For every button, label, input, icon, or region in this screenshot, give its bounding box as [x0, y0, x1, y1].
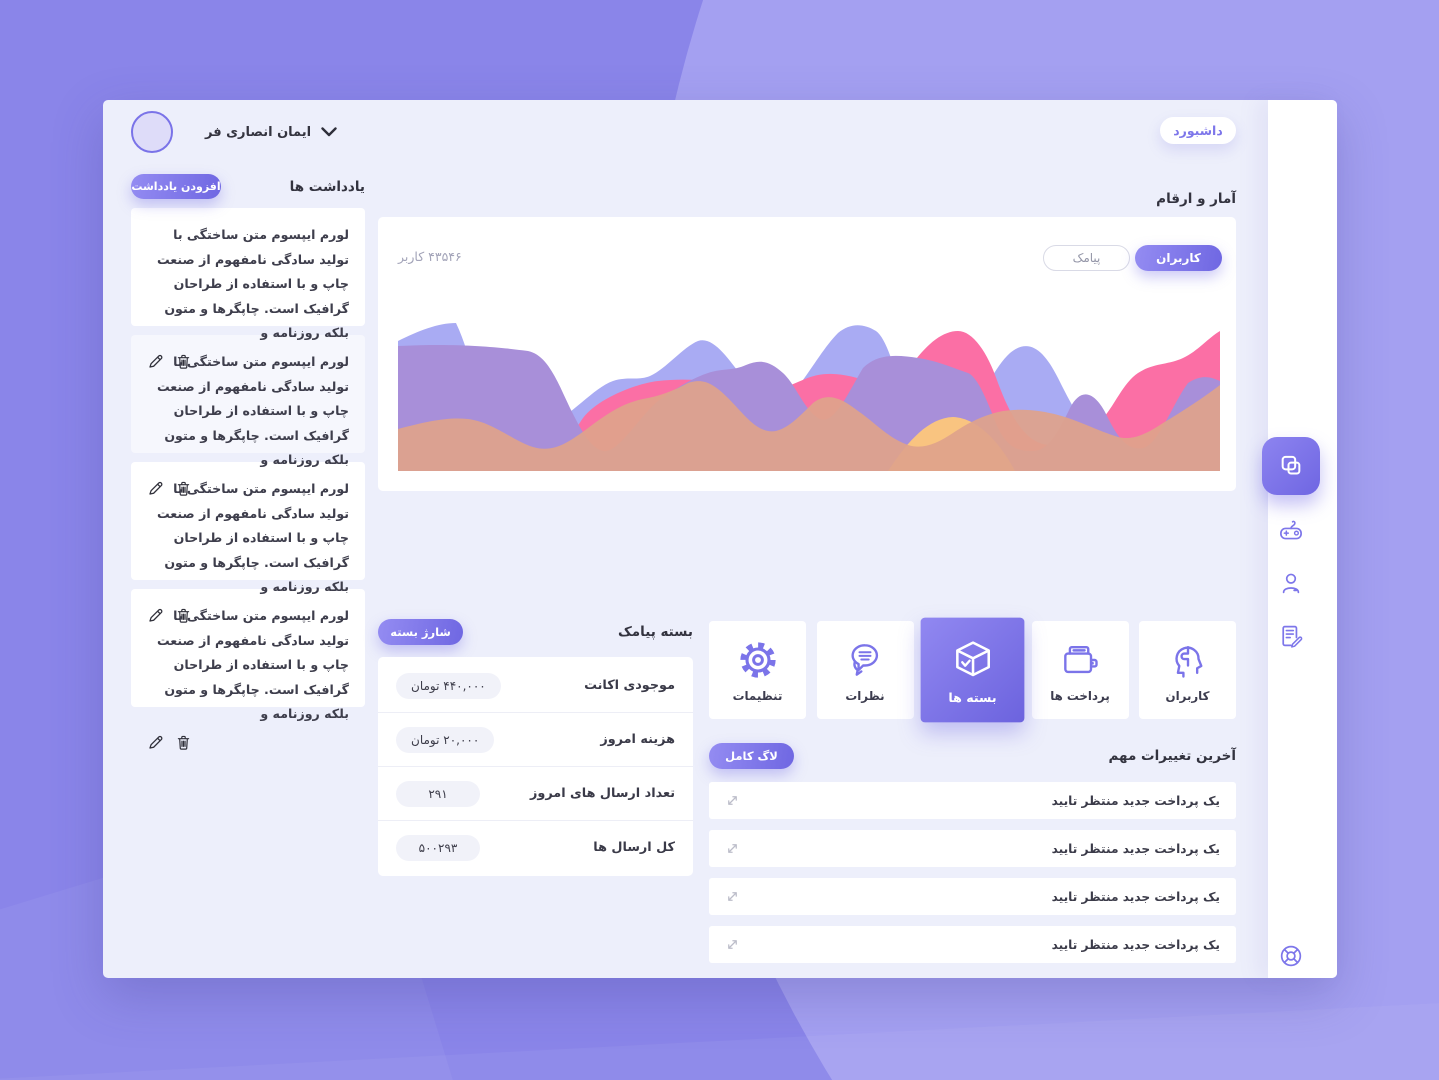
nav-reports[interactable] — [1276, 621, 1306, 651]
tab-users[interactable]: کاربران — [1135, 245, 1222, 271]
delete-note-icon[interactable] — [175, 480, 192, 497]
notes-column: افزودن یادداشت یادداشت ها لورم ایپسوم مت… — [131, 174, 365, 750]
gear-icon — [739, 641, 776, 678]
edit-note-icon[interactable] — [147, 607, 164, 624]
log-text: یک پرداخت جدید منتظر تایید — [1051, 793, 1220, 808]
package-stats-card: موجودی اکانت ۴۴۰,۰۰۰ تومان هزینه امروز ۲… — [378, 657, 693, 876]
delete-note-icon[interactable] — [175, 353, 192, 370]
log-title: آخرین تغییرات مهم — [1108, 748, 1236, 764]
stats-title: آمار و ارقام — [1156, 191, 1236, 207]
avatar[interactable] — [131, 111, 173, 153]
nav-games[interactable] — [1276, 515, 1306, 545]
user-menu[interactable]: ایمان انصاری فر — [131, 111, 337, 153]
chart-card: ۴۳۵۴۶ کاربر پیامک کاربران — [378, 217, 1236, 491]
expand-icon[interactable] — [725, 937, 740, 952]
stat-row: موجودی اکانت ۴۴۰,۰۰۰ تومان — [378, 659, 693, 713]
expand-icon[interactable] — [725, 841, 740, 856]
full-log-button[interactable]: لاگ کامل — [709, 743, 794, 769]
edit-note-icon[interactable] — [147, 480, 164, 497]
nav-dashboard-active[interactable] — [1262, 437, 1320, 495]
notes-title: یادداشت ها — [289, 178, 365, 195]
stat-value: ۵۰۰۲۹۳ — [396, 834, 480, 861]
log-row[interactable]: یک پرداخت جدید منتظر تایید — [709, 926, 1236, 963]
quick-card-packages[interactable]: بسته ها — [920, 617, 1025, 723]
quick-card-comments[interactable]: نظرات — [816, 621, 914, 719]
dashboard-button[interactable]: داشبورد — [1160, 117, 1236, 144]
chart-tabs: پیامک کاربران — [1043, 245, 1222, 271]
stat-label: هزینه امروز — [600, 732, 675, 747]
quick-card-payments[interactable]: پرداخت ها — [1031, 621, 1129, 719]
charge-package-button[interactable]: شارژ بسته — [378, 619, 463, 645]
log-text: یک پرداخت جدید منتظر تایید — [1051, 889, 1220, 904]
expand-icon[interactable] — [725, 793, 740, 808]
comments-icon — [851, 643, 879, 676]
overlapping-squares-icon — [1281, 455, 1301, 475]
life-ring-icon — [1280, 945, 1302, 967]
note-text: لورم ایپسوم متن ساختگی با تولید سادگی نا… — [156, 608, 349, 722]
stat-value: ۲۹۱ — [396, 780, 480, 807]
note-card: لورم ایپسوم متن ساختگی با تولید سادگی نا… — [131, 208, 365, 369]
brand-logo-icon[interactable] — [1276, 941, 1306, 971]
log-row[interactable]: یک پرداخت جدید منتظر تایید — [709, 878, 1236, 915]
user-name: ایمان انصاری فر — [205, 124, 312, 140]
stat-label: موجودی اکانت — [584, 678, 675, 693]
quick-cards: کاربران پرداخت ها — [709, 617, 1236, 723]
users-count-label: ۴۳۵۴۶ کاربر — [398, 249, 462, 264]
users-head-icon — [1174, 645, 1202, 678]
wallet-icon — [1064, 645, 1098, 673]
quick-card-settings[interactable]: تنظیمات — [709, 621, 806, 719]
log-text: یک پرداخت جدید منتظر تایید — [1051, 841, 1220, 856]
document-edit-icon — [1282, 625, 1303, 648]
edit-note-icon[interactable] — [147, 734, 164, 751]
note-text: لورم ایپسوم متن ساختگی با تولید سادگی نا… — [156, 354, 349, 468]
note-card: لورم ایپسوم متن ساختگی با تولید سادگی نا… — [131, 462, 365, 623]
stat-row: هزینه امروز ۲۰,۰۰۰ تومان — [378, 713, 693, 767]
note-card: لورم ایپسوم متن ساختگی با تولید سادگی نا… — [131, 589, 365, 750]
note-card: لورم ایپسوم متن ساختگی با تولید سادگی نا… — [131, 335, 365, 496]
person-icon — [1282, 573, 1300, 594]
stat-label: تعداد ارسال های امروز — [530, 786, 675, 801]
stat-value: ۴۴۰,۰۰۰ تومان — [396, 672, 501, 699]
nav-users[interactable] — [1276, 568, 1306, 598]
log-list: یک پرداخت جدید منتظر تایید یک پرداخت جدی… — [709, 782, 1236, 974]
stat-row: تعداد ارسال های امروز ۲۹۱ — [378, 767, 693, 821]
quick-card-users[interactable]: کاربران — [1139, 621, 1236, 719]
edit-note-icon[interactable] — [147, 353, 164, 370]
log-text: یک پرداخت جدید منتظر تایید — [1051, 937, 1220, 952]
package-title: بسته پیامک — [617, 624, 693, 640]
add-note-button[interactable]: افزودن یادداشت — [131, 174, 221, 199]
stat-label: کل ارسال ها — [593, 840, 675, 855]
note-text: لورم ایپسوم متن ساختگی با تولید سادگی نا… — [156, 227, 349, 341]
gamepad-icon — [1280, 520, 1302, 540]
delete-note-icon[interactable] — [175, 607, 192, 624]
log-row[interactable]: یک پرداخت جدید منتظر تایید — [709, 782, 1236, 819]
sidebar-rail — [1262, 100, 1337, 978]
note-text: لورم ایپسوم متن ساختگی با تولید سادگی نا… — [156, 481, 349, 595]
log-row[interactable]: یک پرداخت جدید منتظر تایید — [709, 830, 1236, 867]
stat-value: ۲۰,۰۰۰ تومان — [396, 726, 495, 753]
package-header: شارژ بسته بسته پیامک — [378, 619, 693, 645]
delete-note-icon[interactable] — [175, 734, 192, 751]
stat-row: کل ارسال ها ۵۰۰۲۹۳ — [378, 821, 693, 874]
dashboard-panel: ایمان انصاری فر داشبورد افزودن یادداشت ی… — [103, 100, 1337, 978]
expand-icon[interactable] — [725, 889, 740, 904]
log-header: لاگ کامل آخرین تغییرات مهم — [709, 743, 1236, 769]
chevron-down-icon — [321, 127, 337, 137]
area-chart — [398, 323, 1220, 471]
tab-sms[interactable]: پیامک — [1043, 245, 1130, 271]
chart-series-salmon — [398, 381, 1220, 471]
package-box-icon — [955, 640, 990, 676]
main-column: آمار و ارقام ۴۳۵۴۶ کاربر پیامک کاربران ش… — [378, 191, 1236, 963]
